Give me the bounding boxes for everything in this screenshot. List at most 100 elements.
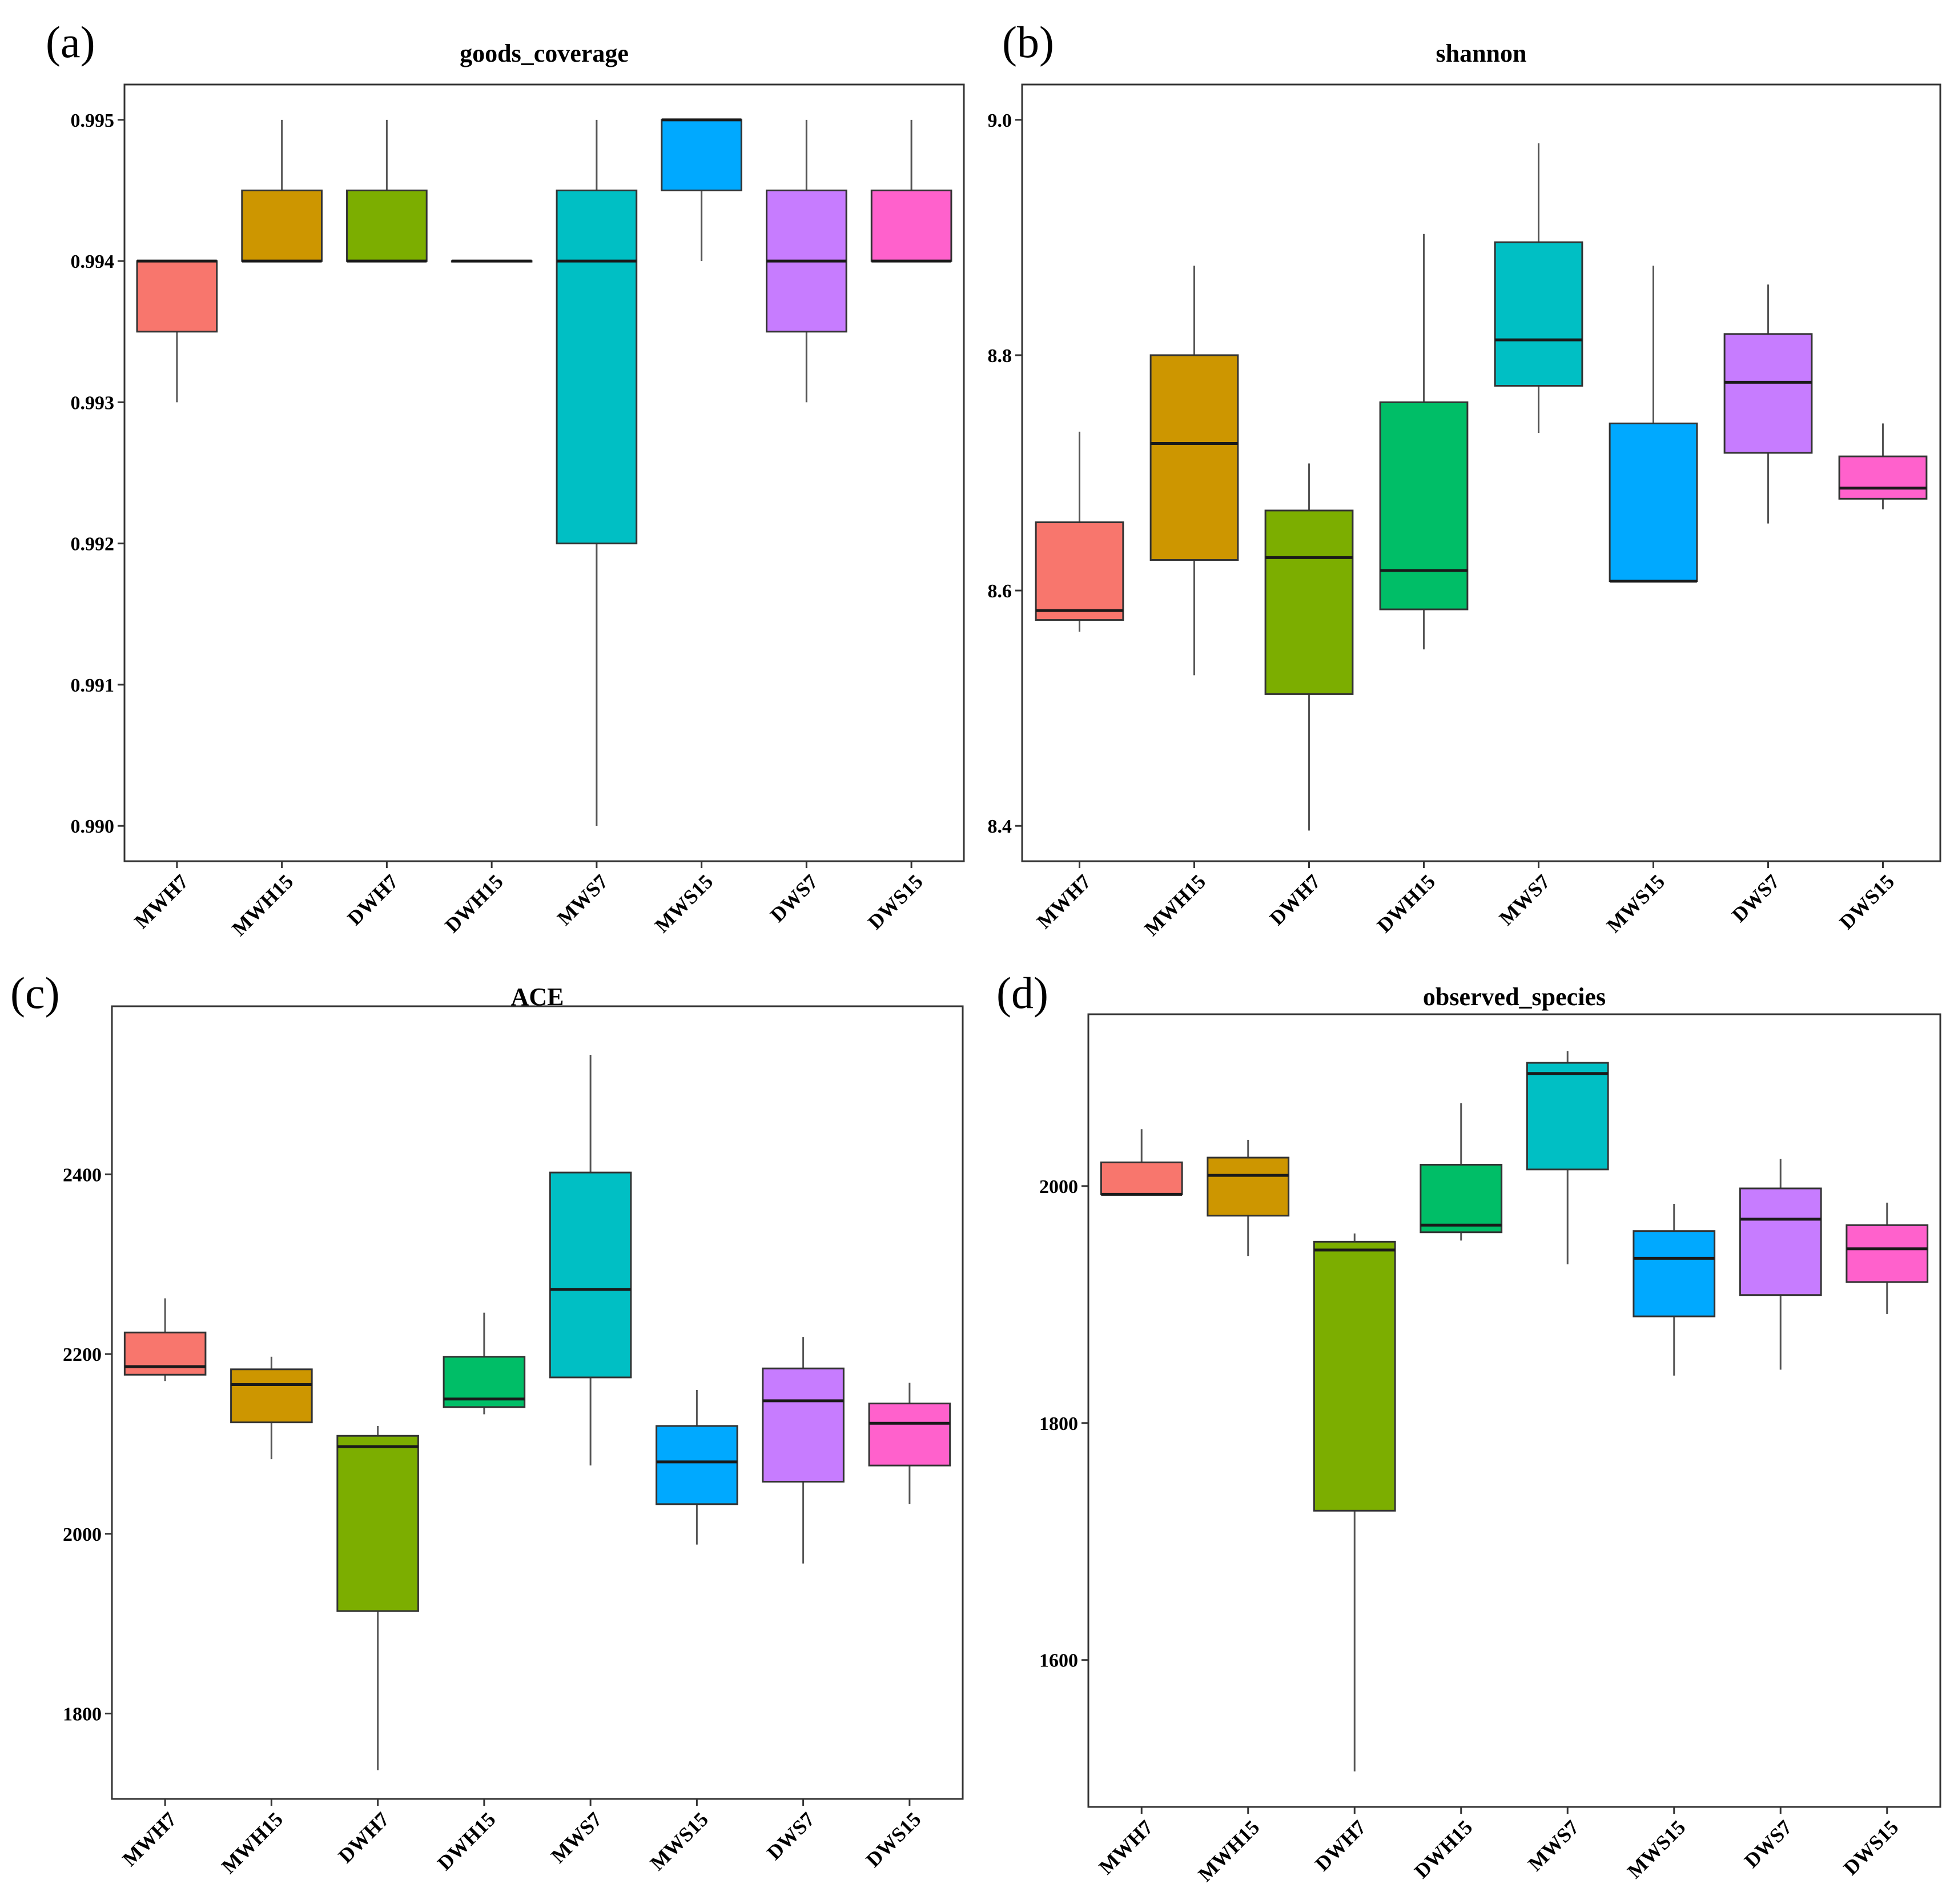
- box-body: [870, 189, 952, 262]
- y-tick-label: 0.990: [71, 816, 115, 837]
- box-dws7: [762, 1337, 845, 1564]
- box-body: [241, 189, 323, 262]
- box-dwh7: [1313, 1233, 1396, 1772]
- y-tick-label: 8.8: [988, 346, 1012, 367]
- box-mws7: [1526, 1051, 1609, 1264]
- box-body: [1100, 1161, 1183, 1195]
- y-tick-label: 2000: [1039, 1176, 1078, 1198]
- category-label: MWH7: [118, 1807, 180, 1870]
- category-label: DWH7: [334, 1807, 394, 1867]
- box-dwh15: [1379, 234, 1469, 650]
- box-dwh15: [443, 1312, 526, 1415]
- box-body: [1739, 1187, 1822, 1296]
- box-body: [868, 1403, 951, 1467]
- category-label: DWS15: [1839, 1815, 1903, 1879]
- box-dwh7: [336, 1425, 419, 1770]
- category-label: MWH7: [1095, 1815, 1157, 1878]
- plot-area: 1600 1800 2000 MWH7 MWH15 DWH7 DWH15 MWS7 MWS15 D…: [1039, 1013, 1941, 1886]
- plot-frame: [111, 1005, 964, 1800]
- box-dws15: [870, 119, 952, 263]
- category-label: DWH7: [1265, 870, 1325, 930]
- category-label: DWS15: [862, 1807, 926, 1871]
- category-label: DWS15: [863, 870, 927, 934]
- y-tick-label: 2400: [63, 1164, 102, 1186]
- box-mwh15: [241, 119, 323, 263]
- box-dwh7: [1264, 463, 1354, 831]
- box-dws7: [766, 119, 847, 403]
- box-mwh15: [1207, 1139, 1290, 1256]
- panel-title: goods_coverage: [460, 39, 629, 67]
- plot-frame: [1087, 1013, 1941, 1808]
- category-label: MWS7: [1495, 870, 1555, 930]
- y-tick-label: 0.991: [71, 675, 115, 696]
- y-tick-label: 2000: [63, 1524, 102, 1545]
- y-tick-label: 1800: [63, 1704, 102, 1725]
- y-tick-label: 0.993: [71, 392, 115, 413]
- box-body: [1313, 1240, 1396, 1512]
- category-label: MWH7: [130, 870, 192, 933]
- box-body: [1723, 333, 1813, 454]
- plot-area: 8.4 8.6 8.8 9.0 MWH7 MWH15 DWH7 DWH15 MWS7 MWS15 D…: [988, 83, 1941, 940]
- y-tick-label: 1600: [1039, 1650, 1078, 1672]
- box-body: [336, 1435, 419, 1612]
- category-label: MWH15: [217, 1807, 287, 1878]
- panel-d: (d) observed_species 1600 1800 2000 MWH7 MWH…: [996, 968, 1941, 1886]
- box-mwh7: [123, 1298, 207, 1381]
- plot-frame: [1021, 83, 1941, 862]
- panel-label: (b): [1002, 17, 1054, 67]
- y-tick-label: 8.6: [988, 581, 1012, 602]
- box-dwh15: [451, 259, 533, 263]
- plot-area: 1800 2000 2200 2400 MWH7 MWH15 DWH7 DWH15 MWS7 MW…: [63, 1005, 964, 1878]
- category-label: MWS7: [1523, 1815, 1583, 1875]
- category-label: MWS15: [650, 870, 717, 937]
- panel-a: (a) goods_coverage 0.990 0.991 0.992 0.993 0…: [46, 17, 965, 940]
- box-body: [1526, 1062, 1609, 1171]
- box-body: [556, 189, 638, 545]
- category-label: DWH15: [440, 870, 507, 937]
- panel-title: shannon: [1436, 39, 1526, 67]
- plot-frame: [123, 83, 965, 862]
- box-body: [1207, 1156, 1290, 1217]
- category-label: MWH15: [1140, 870, 1210, 940]
- category-label: DWH7: [1310, 1815, 1370, 1875]
- category-label: DWS15: [1835, 870, 1899, 934]
- box-body: [549, 1171, 632, 1379]
- y-tick-label: 9.0: [988, 110, 1012, 131]
- box-body: [1149, 354, 1239, 561]
- panel-label: (a): [46, 17, 95, 67]
- plot-area: 0.990 0.991 0.992 0.993 0.994 0.995 MWH7 MWH15 D…: [71, 83, 965, 940]
- box-body: [1609, 422, 1698, 583]
- box-dwh15: [1420, 1103, 1503, 1241]
- category-label: DWS7: [1740, 1815, 1796, 1872]
- box-dws15: [1838, 423, 1928, 509]
- category-label: DWH15: [433, 1807, 500, 1874]
- y-tick-label: 0.995: [71, 110, 115, 131]
- box-body: [123, 1331, 207, 1376]
- box-mwh7: [1035, 431, 1124, 632]
- category-label: DWH15: [1373, 870, 1440, 937]
- box-mwh15: [230, 1356, 313, 1460]
- box-body: [1420, 1163, 1503, 1234]
- box-body: [1838, 455, 1928, 500]
- y-tick-label: 0.994: [71, 251, 115, 272]
- box-dws7: [1723, 284, 1813, 524]
- box-mwh7: [136, 259, 218, 403]
- y-tick-label: 2200: [63, 1344, 102, 1365]
- category-label: MWH7: [1032, 870, 1095, 933]
- panel-title: observed_species: [1423, 983, 1606, 1011]
- category-label: MWS7: [546, 1807, 606, 1867]
- category-label: MWH15: [1193, 1815, 1264, 1886]
- y-tick-label: 0.992: [71, 534, 115, 555]
- box-dws15: [868, 1383, 951, 1504]
- box-body: [1035, 521, 1124, 621]
- box-dwh7: [346, 119, 428, 263]
- category-label: MWS7: [553, 870, 613, 930]
- category-label: DWS7: [762, 1807, 819, 1864]
- box-dws7: [1739, 1159, 1822, 1370]
- category-label: MWS15: [646, 1807, 713, 1874]
- box-body: [1633, 1230, 1716, 1317]
- y-tick-label: 1800: [1039, 1413, 1078, 1435]
- category-label: DWH7: [343, 870, 403, 930]
